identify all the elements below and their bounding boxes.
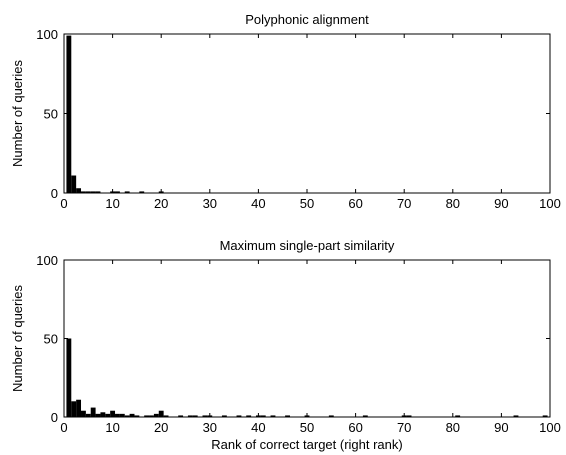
bar [139,191,145,193]
bar [270,415,276,417]
chart-title: Maximum single-part similarity [220,238,395,253]
bar [513,415,519,417]
bar [95,191,101,193]
chart-panel-2: Maximum single-part similarity 0 10 20 30 40 5… [10,238,561,452]
bar [246,415,252,417]
bar [236,415,242,417]
bar [187,415,193,417]
x-tick-label: 40 [251,420,265,435]
chart-title: Polyphonic alignment [245,12,369,27]
x-tick-label: 70 [397,420,411,435]
bar [178,415,184,417]
x-tick-label: 20 [154,196,168,211]
bar [149,415,154,417]
bar [76,188,82,193]
bar [100,412,106,417]
x-tick-label: 100 [539,420,561,435]
bar [362,415,368,417]
x-tick-label: 70 [397,196,411,211]
x-axis-label: Rank of correct target (right rank) [211,437,402,452]
bar [163,415,169,417]
x-tick-label: 10 [105,420,119,435]
bar [71,175,77,193]
bar [81,410,86,417]
x-tick-label: 100 [539,196,561,211]
bar [134,415,140,417]
bar [90,191,96,193]
x-tick-label: 60 [348,420,362,435]
y-tick-label: 50 [44,107,58,122]
chart-panel-1: Polyphonic alignment 0 10 20 30 40 50 60 70 80 90 1… [10,12,561,211]
bar [115,191,120,193]
x-tick-label: 0 [60,196,67,211]
bar [124,191,130,193]
x-tick-label: 30 [203,196,217,211]
y-tick-label: 100 [36,27,58,42]
y-axis-label: Number of queries [10,285,25,392]
bar [85,191,91,193]
x-tick-label: 90 [494,196,508,211]
plot-frame [63,33,551,194]
bar [328,415,334,417]
x-tick-label: 60 [348,196,362,211]
bar [71,401,77,417]
bar [129,413,135,417]
y-tick-label: 50 [44,332,58,347]
bar [144,415,150,417]
bar [95,413,101,417]
bar [542,415,548,417]
bar [119,413,125,417]
bar [115,413,120,417]
bar [455,415,461,417]
bar [105,413,111,417]
bar [192,415,198,417]
x-tick-label: 30 [203,420,217,435]
bar [153,413,159,417]
bar [81,191,86,193]
y-tick-label: 0 [51,186,58,201]
x-tick-label: 90 [494,420,508,435]
bar [285,415,290,417]
x-tick-label: 20 [154,420,168,435]
x-tick-label: 50 [300,420,314,435]
bar [90,407,96,417]
x-tick-label: 0 [60,420,67,435]
bar [66,35,72,194]
bar [85,413,91,417]
bar [221,415,227,417]
bar [260,415,266,417]
y-axis-label: Number of queries [10,60,25,167]
plot-frame [63,259,551,418]
bar [406,415,412,417]
bar [66,338,72,417]
x-tick-label: 10 [105,196,119,211]
y-tick-label: 100 [36,253,58,268]
x-tick-label: 80 [446,196,460,211]
x-tick-label: 40 [251,196,265,211]
y-tick-label: 0 [51,410,58,425]
bar [76,399,82,417]
x-tick-label: 80 [446,420,460,435]
bar [202,415,208,417]
x-tick-label: 50 [300,196,314,211]
bar [124,415,130,417]
